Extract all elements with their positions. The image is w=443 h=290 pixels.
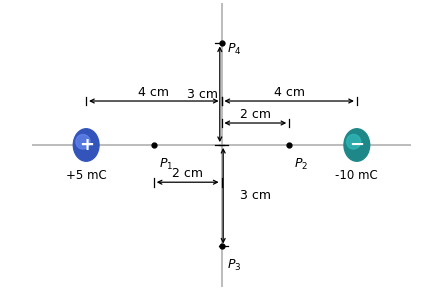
Text: $P_4$: $P_4$ [226,42,241,57]
Text: 4 cm: 4 cm [274,86,305,99]
Text: +5 mC: +5 mC [66,169,107,182]
Ellipse shape [76,135,90,149]
Text: 2 cm: 2 cm [240,108,271,121]
Text: +: + [79,136,93,154]
Ellipse shape [344,129,370,161]
Text: 2 cm: 2 cm [172,167,203,180]
Text: $P_3$: $P_3$ [226,258,241,273]
Text: 3 cm: 3 cm [187,88,218,101]
Text: 3 cm: 3 cm [240,189,271,202]
Text: 4 cm: 4 cm [138,86,169,99]
Text: -10 mC: -10 mC [335,169,378,182]
Text: $P_1$: $P_1$ [159,157,173,172]
Ellipse shape [346,135,361,149]
Text: $P_2$: $P_2$ [294,157,308,172]
Ellipse shape [73,129,99,161]
Text: −: − [349,136,365,154]
